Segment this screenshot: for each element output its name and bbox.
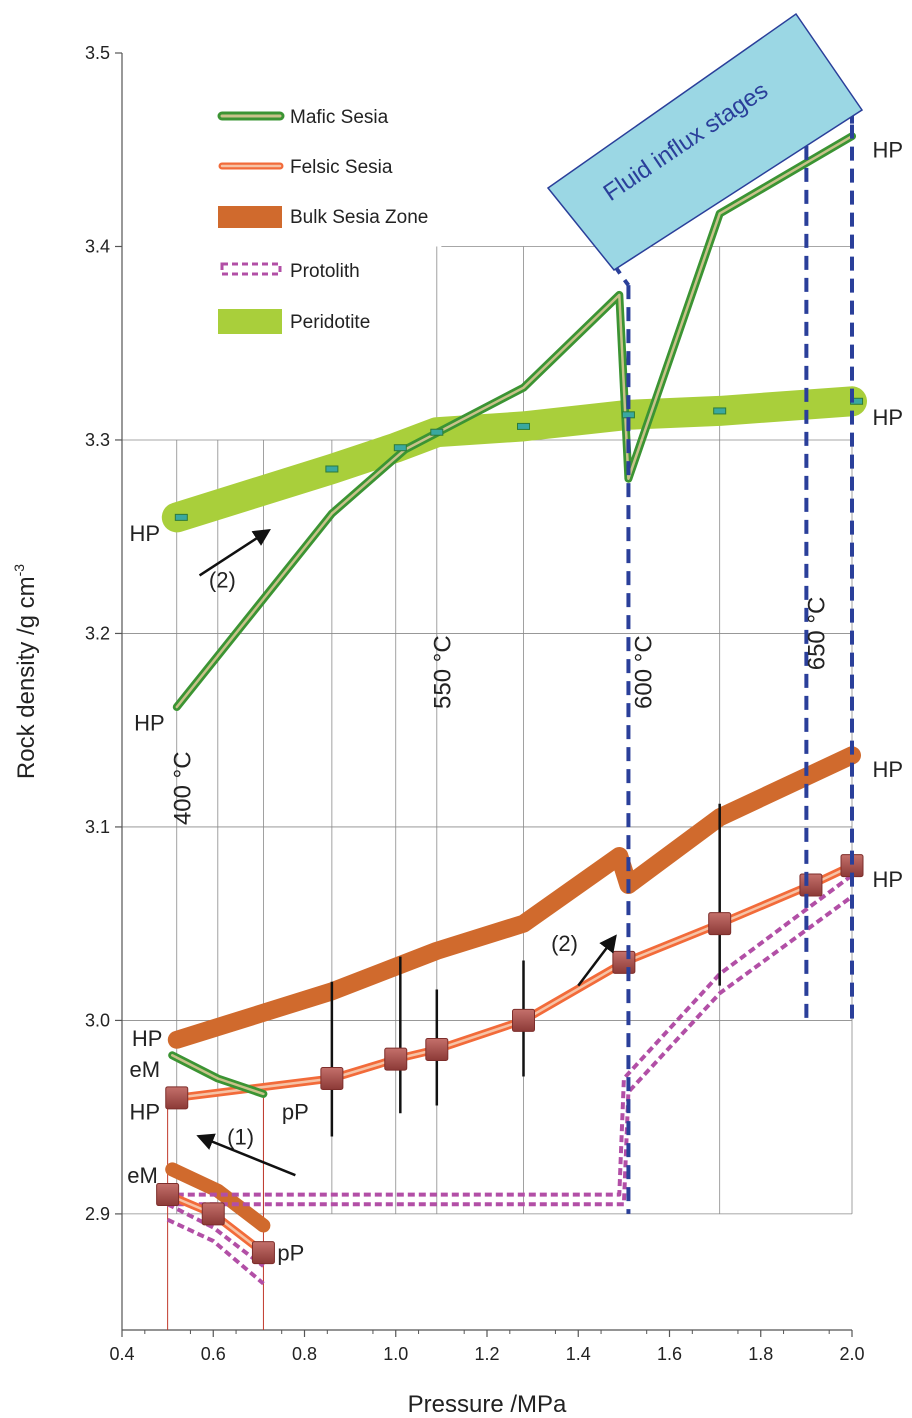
series-mafic-low-inner	[170, 1054, 265, 1096]
peridotite-marker-2	[393, 444, 407, 452]
felsic-marker-10	[201, 1202, 225, 1226]
y-tick-label-4: 3.3	[85, 430, 110, 450]
x-tick-label-8: 2.0	[839, 1344, 864, 1364]
series-layer	[156, 132, 867, 1330]
point-label-14: (1)	[227, 1125, 254, 1150]
felsic-marker-11	[251, 1241, 275, 1265]
point-label-7: HP	[130, 1099, 161, 1124]
series-protolith-low-a	[166, 1217, 265, 1286]
legend-label-bulk: Bulk Sesia Zone	[290, 207, 428, 228]
point-label-9: eM	[127, 1163, 158, 1188]
fluid-influx-box-shape	[546, 12, 864, 271]
series-mafic-inner	[175, 134, 854, 709]
legend: Mafic Sesia Felsic Sesia Bulk Sesia Zone…	[217, 107, 428, 334]
point-label-8: eM	[130, 1057, 161, 1082]
legend-item-felsic: Felsic Sesia	[218, 157, 393, 178]
series-bulk-low	[165, 1162, 271, 1233]
felsic-marker-1	[320, 1066, 344, 1090]
felsic-marker-2	[384, 1047, 408, 1071]
felsic-marker-6	[708, 912, 732, 936]
series-peridotite	[161, 386, 867, 533]
grid	[122, 246, 853, 1215]
point-label-6: HP	[132, 1026, 163, 1051]
legend-item-mafic: Mafic Sesia	[217, 107, 389, 128]
point-label-10: pP	[282, 1099, 309, 1124]
series-felsic	[172, 861, 856, 1102]
legend-swatch-protolith	[220, 262, 282, 276]
felsic-marker-5	[612, 950, 636, 974]
x-tick-label-1: 0.6	[201, 1344, 226, 1364]
x-tick-label-6: 1.6	[657, 1344, 682, 1364]
point-label-5: HP	[873, 867, 904, 892]
x-tick-label-0: 0.4	[109, 1344, 134, 1364]
arrow-2	[196, 1133, 296, 1177]
series-protolith-low-b	[166, 1202, 265, 1268]
felsic-marker-4	[512, 1008, 535, 1032]
x-tick-label-3: 1.0	[383, 1344, 408, 1364]
legend-label-protolith: Protolith	[290, 261, 360, 282]
peridotite-marker-6	[713, 407, 727, 415]
point-label-0: HP	[134, 710, 165, 735]
axes: 2.9 3.0 3.1 3.2 3.3 3.4 3.5 0.4 0.6 0.8 1.0 1.2 1.4 1…	[11, 43, 865, 1418]
fluid-influx-box: Fluid influx stages	[546, 12, 864, 271]
peridotite-marker-0	[174, 513, 188, 521]
temperature-label-1: 550 °C	[430, 635, 457, 709]
series-felsic-inner	[175, 864, 854, 1100]
x-tick-label-4: 1.2	[474, 1344, 499, 1364]
felsic-marker-7	[799, 873, 823, 897]
legend-item-peridotite: Peridotite	[218, 309, 370, 334]
y-tick-label-6: 3.5	[85, 43, 110, 63]
felsic-marker-0	[165, 1086, 189, 1110]
legend-item-protolith: Protolith	[220, 261, 360, 282]
x-tick-label-7: 1.8	[748, 1344, 773, 1364]
legend-label-peridotite: Peridotite	[290, 312, 370, 333]
arrow-1	[577, 934, 617, 987]
y-tick-label-5: 3.4	[85, 236, 110, 256]
point-label-1: HP	[130, 521, 161, 546]
temperature-label-2: 600 °C	[630, 635, 657, 709]
x-tick-label-2: 0.8	[292, 1344, 317, 1364]
point-label-3: HP	[873, 405, 904, 430]
temperature-label-3: 650 °C	[804, 597, 831, 671]
point-label-4: HP	[873, 757, 904, 782]
series-bulk	[167, 746, 861, 1049]
point-label-2: HP	[873, 138, 904, 163]
x-axis-title: Pressure /MPa	[408, 1391, 567, 1418]
y-tick-label-3: 3.2	[85, 623, 110, 643]
legend-label-mafic: Mafic Sesia	[290, 107, 389, 128]
peridotite-marker-5	[621, 411, 635, 419]
felsic-marker-9	[156, 1183, 180, 1207]
peridotite-marker-1	[325, 465, 339, 473]
point-label-11: pP	[277, 1241, 304, 1266]
y-axis-title: Rock density /g cm-3	[11, 564, 40, 779]
felsic-marker-3	[425, 1037, 449, 1061]
legend-swatch-bulk	[218, 206, 282, 228]
point-label-13: (2)	[551, 931, 578, 956]
legend-item-bulk: Bulk Sesia Zone	[218, 206, 428, 228]
x-tick-label-5: 1.4	[566, 1344, 591, 1364]
legend-label-felsic: Felsic Sesia	[290, 157, 393, 178]
peridotite-marker-4	[517, 422, 530, 430]
y-tick-label-2: 3.1	[85, 817, 110, 837]
peridotite-marker-3	[430, 428, 444, 436]
y-axis-title-superscript: -3	[11, 564, 27, 577]
arrow-0	[198, 528, 271, 577]
y-tick-label-0: 2.9	[85, 1204, 110, 1224]
legend-swatch-peridotite	[218, 309, 282, 334]
series-protolith-a	[176, 894, 854, 1207]
y-tick-label-1: 3.0	[85, 1010, 110, 1030]
temperature-label-0: 400 °C	[169, 751, 196, 825]
point-label-12: (2)	[209, 567, 236, 592]
